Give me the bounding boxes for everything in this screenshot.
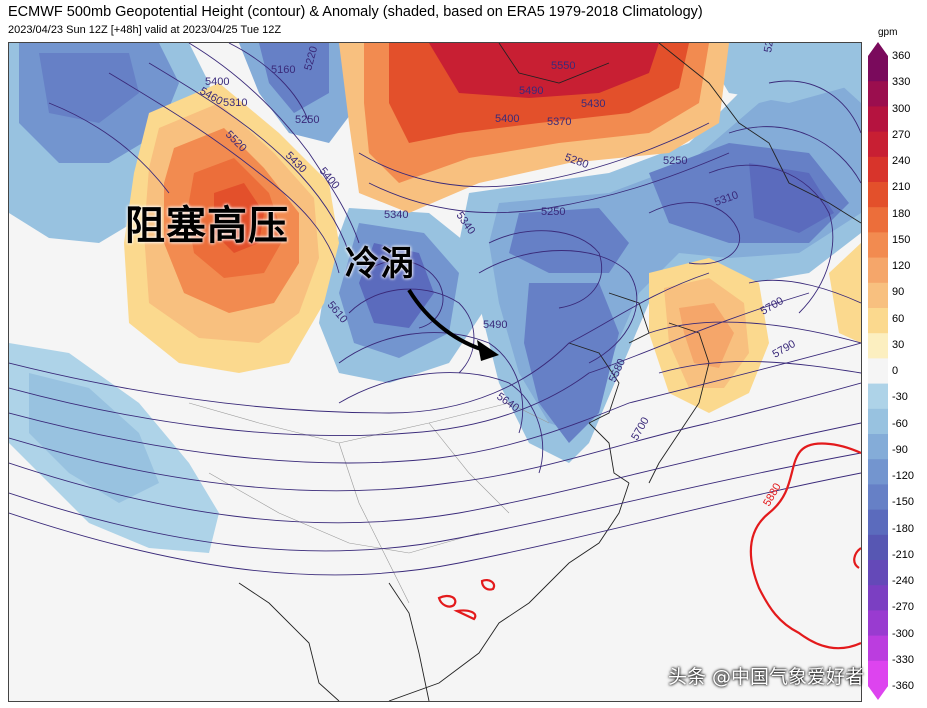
- colorbar-segment: [868, 509, 888, 536]
- colorbar-tick-label: 90: [892, 286, 905, 299]
- contour-label: 5250: [663, 155, 687, 167]
- colorbar-segment: [868, 182, 888, 208]
- colorbar-segment: [868, 56, 888, 82]
- colorbar-segment: [868, 358, 888, 385]
- colorbar-segment: [868, 282, 888, 309]
- colorbar-tick-label: -210: [892, 548, 915, 561]
- colorbar-tick-label: 270: [892, 128, 911, 141]
- weather-map: 5160 5310 5250 5220 5400 5520 5430 5460 …: [8, 42, 862, 702]
- contour-label: 5490: [519, 85, 543, 97]
- colorbar-tick-label: 30: [892, 338, 905, 351]
- colorbar-tick-label: 0: [892, 365, 899, 377]
- colorbar-segment: [868, 484, 888, 511]
- colorbar-tick-label: -30: [892, 391, 908, 404]
- country-borders: [188, 402, 550, 604]
- colorbar-segment: [868, 131, 888, 158]
- colorbar-bottom-arrow: [868, 686, 888, 700]
- map-title: ECMWF 500mb Geopotential Height (contour…: [8, 4, 703, 20]
- colorbar-segment: [868, 308, 888, 334]
- colorbar-segment: [868, 459, 888, 485]
- colorbar-segment: [868, 333, 888, 359]
- contour-label: 5550: [551, 60, 575, 72]
- colorbar-tick-label: -60: [892, 417, 908, 430]
- colorbar-segment: [868, 610, 888, 637]
- colorbar-tick-label: -270: [892, 601, 915, 614]
- colorbar-tick-label: 300: [892, 102, 911, 115]
- colorbar-segment: [868, 232, 888, 259]
- contour-label: 5340: [384, 209, 408, 221]
- colorbar-tick-label: 360: [892, 50, 911, 62]
- contour-label: 5250: [541, 206, 565, 218]
- height-contours: [9, 43, 861, 576]
- colorbar-tick-label: 330: [892, 76, 911, 89]
- colorbar-top-arrow: [868, 42, 888, 56]
- contour-label: 5400: [495, 113, 519, 125]
- contour-label: 5250: [295, 114, 319, 126]
- vortex-arrow: [407, 288, 499, 361]
- colorbar-segment: [868, 207, 888, 233]
- positive-anomaly-shading: [124, 43, 861, 413]
- colorbar-segment: [868, 660, 888, 687]
- colorbar-tick-label: -240: [892, 575, 915, 587]
- colorbar-segment: [868, 534, 888, 561]
- colorbar-tick-label: -90: [892, 443, 908, 456]
- map-subtitle: 2023/04/23 Sun 12Z [+48h] valid at 2023/…: [8, 24, 282, 36]
- blocking-high-annotation: 阻塞高压: [125, 203, 289, 249]
- colorbar-tick-label: -300: [892, 627, 915, 640]
- contour-label: 5400: [205, 76, 229, 88]
- map-canvas: 5160 5310 5250 5220 5400 5520 5430 5460 …: [9, 43, 861, 701]
- colorbar-segment: [868, 635, 888, 662]
- colorbar-labels: 360 330 300 270 240 210 180 150 120 90 60 30 0 -30 -60…: [892, 42, 927, 700]
- contour-label: 5490: [483, 319, 507, 331]
- coastlines: [238, 43, 861, 701]
- colorbar-units: gpm: [878, 27, 898, 38]
- colorbar-segment: [868, 156, 888, 183]
- contour-label: 5370: [547, 116, 571, 128]
- colorbar-segment: [868, 585, 888, 611]
- colorbar-tick-label: -360: [892, 680, 915, 692]
- cold-vortex-annotation: 冷涡: [345, 244, 415, 284]
- watermark: 头条 @中国气象爱好者: [668, 666, 865, 688]
- colorbar-tick-label: -180: [892, 522, 915, 535]
- contour-label: 5430: [581, 98, 605, 110]
- contour-label: 5310: [223, 97, 247, 109]
- contour-label: 5160: [271, 64, 295, 76]
- colorbar-tick-label: -330: [892, 653, 915, 666]
- colorbar-segment: [868, 81, 888, 107]
- colorbar: [868, 42, 888, 700]
- colorbar-segment: [868, 560, 888, 586]
- colorbar-segment: [868, 106, 888, 133]
- colorbar-tick-label: 180: [892, 207, 911, 220]
- colorbar-segment: [868, 408, 888, 435]
- colorbar-segment: [868, 257, 888, 284]
- colorbar-segment: [868, 434, 888, 460]
- contour-5880: [437, 442, 861, 650]
- colorbar-tick-label: -120: [892, 470, 915, 482]
- colorbar-tick-label: 150: [892, 233, 911, 246]
- colorbar-tick-label: 120: [892, 260, 911, 272]
- contour-label: 5250: [762, 43, 778, 54]
- colorbar-tick-label: -150: [892, 496, 915, 509]
- colorbar-tick-label: 210: [892, 181, 911, 194]
- colorbar-tick-label: 60: [892, 312, 905, 325]
- colorbar-segment: [868, 383, 888, 410]
- colorbar-tick-label: 240: [892, 155, 911, 167]
